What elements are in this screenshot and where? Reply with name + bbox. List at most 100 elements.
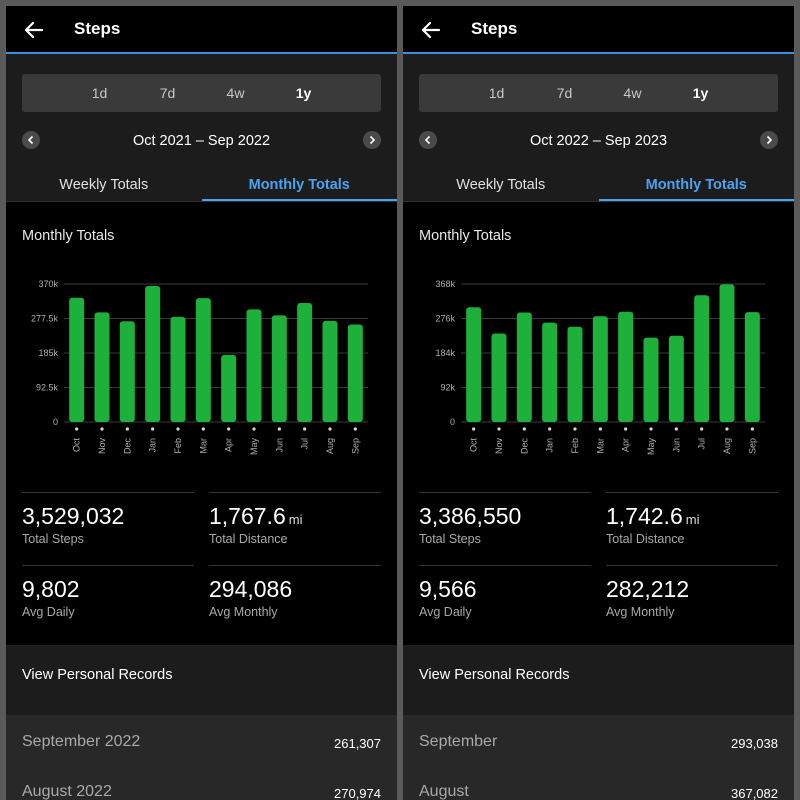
x-tick-dot xyxy=(624,427,628,431)
list-item[interactable]: August 2022 270,974 xyxy=(22,783,381,800)
bar-apr xyxy=(221,354,237,422)
x-tick-label: Sep xyxy=(350,438,360,454)
bar-aug xyxy=(719,284,735,422)
y-tick-label: 92.5k xyxy=(36,383,59,393)
period-1y[interactable]: 1y xyxy=(295,85,312,101)
arrow-left-icon[interactable] xyxy=(419,18,443,42)
x-tick-label: Jun xyxy=(274,438,284,453)
steps-panel-left: Steps 1d 7d 4w 1y Oct 2021 – Sep 2022 We… xyxy=(6,6,397,800)
list-item[interactable]: August 367,082 xyxy=(419,783,778,800)
period-7d[interactable]: 7d xyxy=(159,85,176,101)
date-range-label: Oct 2022 – Sep 2023 xyxy=(529,133,668,149)
app-header: Steps xyxy=(403,6,794,54)
distance-unit: mi xyxy=(685,512,700,527)
bar-nov xyxy=(491,333,507,422)
steps-panel-right: Steps 1d 7d 4w 1y Oct 2022 – Sep 2023 We… xyxy=(403,6,794,800)
period-selector: 1d 7d 4w 1y xyxy=(22,74,381,112)
x-tick-dot xyxy=(725,427,729,431)
bar-feb xyxy=(170,316,186,422)
bar-jun xyxy=(668,335,684,422)
x-tick-dot xyxy=(548,427,552,431)
list-item[interactable]: September 293,038 xyxy=(419,733,778,757)
x-tick-label: Aug xyxy=(722,438,732,454)
tab-weekly-totals[interactable]: Weekly Totals xyxy=(59,177,149,193)
stat-total-steps: 3,529,032 Total Steps xyxy=(22,492,194,546)
avg-monthly-label: Avg Monthly xyxy=(209,605,278,619)
previous-range-button[interactable] xyxy=(22,131,40,149)
avg-daily-value: 9,802 xyxy=(22,576,80,602)
list-item-steps: 270,974 xyxy=(334,786,381,800)
x-tick-label: Sep xyxy=(747,438,757,454)
y-tick-label: 185k xyxy=(38,348,58,358)
period-1d[interactable]: 1d xyxy=(488,85,505,101)
total-steps-value: 3,386,550 xyxy=(419,503,522,529)
view-personal-records-button[interactable]: View Personal Records xyxy=(403,651,794,699)
x-tick-dot xyxy=(100,427,104,431)
x-tick-dot xyxy=(353,427,357,431)
x-tick-dot xyxy=(674,427,678,431)
list-item-steps: 261,307 xyxy=(334,736,381,751)
x-tick-label: Nov xyxy=(494,438,504,455)
avg-monthly-value: 294,086 xyxy=(209,576,293,602)
bar-jan xyxy=(145,285,161,422)
total-distance-label: Total Distance xyxy=(209,532,288,546)
x-tick-label: Oct xyxy=(469,438,479,453)
previous-range-button[interactable] xyxy=(419,131,437,149)
x-tick-label: Dec xyxy=(519,438,529,455)
x-tick-label: Oct xyxy=(72,438,82,453)
page-title: Steps xyxy=(74,19,121,38)
x-tick-label: Mar xyxy=(198,438,208,454)
period-4w[interactable]: 4w xyxy=(226,85,245,101)
x-tick-label: May xyxy=(646,438,656,456)
avg-daily-value: 9,566 xyxy=(419,576,477,602)
bar-sep xyxy=(347,324,363,422)
arrow-left-icon[interactable] xyxy=(22,18,46,42)
date-range-nav: Oct 2021 – Sep 2022 xyxy=(6,112,397,170)
bar-apr xyxy=(618,311,634,422)
list-item[interactable]: September 2022 261,307 xyxy=(22,733,381,757)
x-tick-dot xyxy=(497,427,501,431)
bar-mar xyxy=(195,298,211,422)
bar-aug xyxy=(322,320,338,422)
period-4w[interactable]: 4w xyxy=(623,85,642,101)
x-tick-label: Jan xyxy=(148,438,158,453)
stat-total-distance: 1,767.6 mi Total Distance xyxy=(209,492,381,546)
x-tick-dot xyxy=(277,427,281,431)
next-range-button[interactable] xyxy=(363,131,381,149)
bar-jul xyxy=(297,303,313,422)
chevron-right-icon xyxy=(766,135,773,145)
bar-dec xyxy=(516,312,532,422)
list-item-month: September 2022 xyxy=(22,733,141,750)
avg-daily-label: Avg Daily xyxy=(419,605,472,619)
avg-monthly-value: 282,212 xyxy=(606,576,690,602)
tab-monthly-totals[interactable]: Monthly Totals xyxy=(598,170,794,201)
x-tick-dot xyxy=(75,427,79,431)
period-7d[interactable]: 7d xyxy=(556,85,573,101)
x-tick-dot xyxy=(649,427,653,431)
list-item-month: August 2022 xyxy=(22,783,112,800)
x-tick-label: Dec xyxy=(122,438,132,455)
bar-may xyxy=(246,309,262,422)
total-steps-value: 3,529,032 xyxy=(22,503,125,529)
chevron-right-icon xyxy=(369,135,376,145)
avg-monthly-label: Avg Monthly xyxy=(606,605,675,619)
x-tick-dot xyxy=(201,427,205,431)
x-tick-label: Apr xyxy=(224,438,234,452)
period-1y[interactable]: 1y xyxy=(692,85,709,101)
total-distance-label: Total Distance xyxy=(606,532,685,546)
list-item-steps: 367,082 xyxy=(731,786,778,800)
x-tick-dot xyxy=(472,427,476,431)
tab-monthly-totals[interactable]: Monthly Totals xyxy=(201,170,397,201)
y-tick-label: 0 xyxy=(53,417,58,427)
x-tick-label: Jun xyxy=(671,438,681,453)
bar-feb xyxy=(567,326,583,422)
x-tick-dot xyxy=(522,427,526,431)
bar-oct xyxy=(466,307,482,422)
view-personal-records-button[interactable]: View Personal Records xyxy=(6,651,397,699)
period-1d[interactable]: 1d xyxy=(91,85,108,101)
y-tick-label: 370k xyxy=(38,279,58,289)
tab-weekly-totals[interactable]: Weekly Totals xyxy=(456,177,546,193)
next-range-button[interactable] xyxy=(760,131,778,149)
y-tick-label: 0 xyxy=(450,417,455,427)
bar-jul xyxy=(694,295,710,422)
